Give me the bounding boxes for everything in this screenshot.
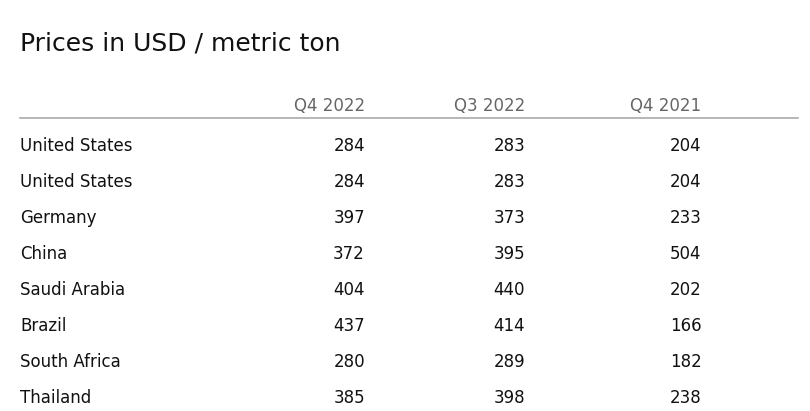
Text: 404: 404 xyxy=(334,281,365,299)
Text: 397: 397 xyxy=(333,209,365,227)
Text: Q4 2022: Q4 2022 xyxy=(294,97,365,115)
Text: 284: 284 xyxy=(333,137,365,155)
Text: 437: 437 xyxy=(333,317,365,335)
Text: 372: 372 xyxy=(333,245,365,263)
Text: Germany: Germany xyxy=(20,209,96,227)
Text: South Africa: South Africa xyxy=(20,353,121,371)
Text: 284: 284 xyxy=(333,173,365,191)
Text: 373: 373 xyxy=(493,209,525,227)
Text: Thailand: Thailand xyxy=(20,388,92,406)
Text: 440: 440 xyxy=(494,281,525,299)
Text: Q4 2021: Q4 2021 xyxy=(630,97,701,115)
Text: 202: 202 xyxy=(670,281,701,299)
Text: Q3 2022: Q3 2022 xyxy=(454,97,525,115)
Text: 414: 414 xyxy=(493,317,525,335)
Text: 204: 204 xyxy=(670,137,701,155)
Text: 398: 398 xyxy=(493,388,525,406)
Text: 182: 182 xyxy=(670,353,701,371)
Text: 166: 166 xyxy=(670,317,701,335)
Text: 504: 504 xyxy=(670,245,701,263)
Text: 280: 280 xyxy=(333,353,365,371)
Text: 395: 395 xyxy=(493,245,525,263)
Text: 289: 289 xyxy=(493,353,525,371)
Text: 238: 238 xyxy=(670,388,701,406)
Text: 233: 233 xyxy=(670,209,701,227)
Text: 385: 385 xyxy=(333,388,365,406)
Text: United States: United States xyxy=(20,137,133,155)
Text: 283: 283 xyxy=(493,173,525,191)
Text: United States: United States xyxy=(20,173,133,191)
Text: Saudi Arabia: Saudi Arabia xyxy=(20,281,126,299)
Text: 204: 204 xyxy=(670,173,701,191)
Text: Prices in USD / metric ton: Prices in USD / metric ton xyxy=(20,31,341,55)
Text: Brazil: Brazil xyxy=(20,317,66,335)
Text: 283: 283 xyxy=(493,137,525,155)
Text: China: China xyxy=(20,245,67,263)
